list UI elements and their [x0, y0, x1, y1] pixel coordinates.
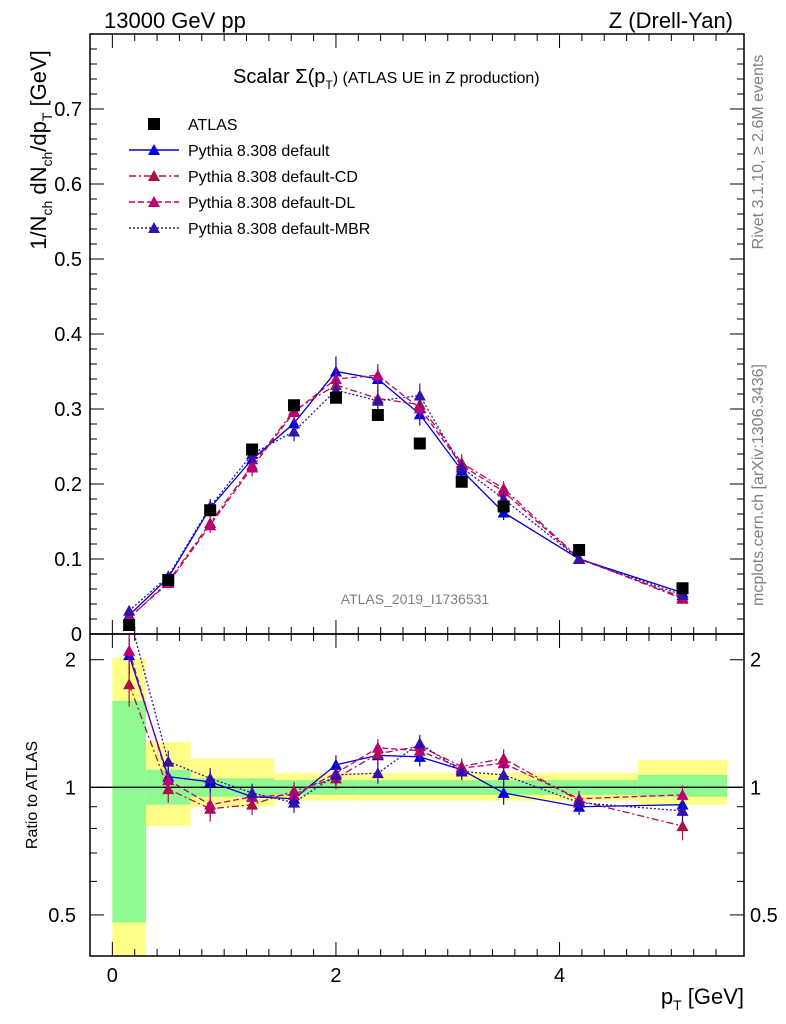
- analysis-watermark: ATLAS_2019_I1736531: [341, 591, 490, 607]
- x-axis-label: pT [GeV]: [661, 984, 744, 1013]
- ratio-series-line: [133, 634, 683, 812]
- ratio-point: [204, 772, 217, 784]
- data-point: [246, 461, 259, 473]
- ratio-y-tick-label: 0.5: [48, 905, 76, 927]
- ratio-panel: 0.5 0.5 1 1 2 2 0 2 4 Ratio to ATLAS pT [GeV]: [24, 633, 778, 1013]
- y-tick-label: 0.7: [54, 99, 82, 121]
- x-tick-label: 0: [107, 965, 118, 987]
- ratio-series-line: [128, 684, 683, 827]
- data-point-atlas: [288, 399, 301, 412]
- ratio-point: [371, 741, 384, 753]
- ratio-y-tick-label-right: 2: [750, 650, 761, 672]
- legend-marker: [148, 118, 160, 130]
- header-right: Z (Drell-Yan): [609, 8, 733, 33]
- ratio-y-tick-label-right: 1: [750, 777, 761, 799]
- legend-marker: [148, 222, 160, 233]
- y-tick-label: 0: [71, 624, 82, 646]
- ratio-point: [413, 737, 426, 749]
- data-point: [497, 485, 510, 497]
- data-point: [573, 553, 586, 564]
- ratio-point: [497, 768, 510, 780]
- y-tick-label: 0.2: [54, 474, 82, 496]
- data-point-atlas: [123, 619, 136, 631]
- series-line: [128, 370, 683, 616]
- series-line: [128, 374, 683, 618]
- data-point-atlas: [455, 475, 468, 488]
- ratio-series-line: [128, 654, 683, 808]
- data-point: [288, 406, 301, 417]
- y-tick-label: 0.4: [54, 324, 82, 346]
- y-tick-label: 0.3: [54, 399, 82, 421]
- legend-label: Pythia 8.308 default-DL: [188, 195, 355, 212]
- ratio-point: [123, 644, 136, 656]
- legend-label: Pythia 8.308 default-MBR: [188, 221, 370, 238]
- data-point: [288, 425, 301, 437]
- data-point-atlas: [497, 500, 510, 513]
- legend-marker: [148, 170, 160, 181]
- data-point: [413, 389, 426, 401]
- data-point-atlas: [371, 409, 384, 421]
- ratio-point: [162, 774, 175, 786]
- data-point-atlas: [573, 544, 586, 556]
- ratio-series-line: [128, 650, 683, 806]
- data-point-atlas: [162, 574, 175, 586]
- mcplots-text: mcplots.cern.ch [arXiv:1306.3436]: [750, 364, 767, 606]
- ratio-point: [329, 768, 342, 780]
- ratio-point: [246, 786, 259, 798]
- ratio-y-tick-label: 2: [65, 650, 76, 672]
- header-left: 13000 GeV pp: [104, 8, 246, 33]
- y-tick-label: 0.5: [54, 249, 82, 271]
- ratio-y-tick-label: 1: [65, 777, 76, 799]
- ratio-point: [162, 755, 175, 767]
- ratio-point: [497, 786, 510, 798]
- data-point: [371, 394, 384, 406]
- data-point: [204, 519, 217, 531]
- y-tick-label: 0.1: [54, 549, 82, 571]
- data-point-atlas: [246, 443, 259, 456]
- series-line: [128, 384, 683, 619]
- main-panel: Scalar Σ(pT) (ATLAS UE in Z production) …: [26, 33, 745, 646]
- ratio-point: [497, 757, 510, 769]
- x-tick-label: 4: [554, 965, 565, 987]
- ratio-point: [288, 796, 301, 808]
- data-point: [676, 589, 689, 600]
- uncertainty-band-stat: [112, 700, 146, 923]
- ratio-point: [371, 767, 384, 779]
- data-point: [371, 369, 384, 381]
- rivet-version-text: Rivet 3.1.10, ≥ 2.6M events: [750, 55, 767, 250]
- data-point-atlas: [204, 504, 217, 517]
- ratio-point: [676, 788, 689, 800]
- data-point: [329, 373, 342, 384]
- ratio-y-tick-label-right: 0.5: [750, 905, 778, 927]
- ratio-point: [204, 798, 217, 810]
- plot-title: Scalar Σ(pT) (ATLAS UE in Z production): [233, 66, 540, 92]
- ratio-point: [676, 804, 689, 816]
- series-line: [128, 389, 683, 612]
- y-tick-label: 0.6: [54, 174, 82, 196]
- data-point-atlas: [413, 437, 426, 450]
- ratio-point: [676, 820, 689, 832]
- ratio-point: [455, 765, 468, 777]
- legend-label: Pythia 8.308 default-CD: [188, 169, 358, 186]
- ratio-frame: [89, 633, 745, 957]
- legend-label: Pythia 8.308 default: [188, 143, 330, 160]
- y-axis-label: 1/Nch dNch/dpT [GeV]: [26, 50, 55, 250]
- data-point-atlas: [329, 391, 342, 404]
- legend-marker: [148, 144, 160, 155]
- data-point: [455, 461, 468, 473]
- ratio-y-axis-label: Ratio to ATLAS: [24, 741, 41, 849]
- ratio-point: [573, 796, 586, 808]
- x-tick-label: 2: [330, 965, 341, 987]
- legend-marker: [148, 196, 160, 207]
- data-point-atlas: [676, 582, 689, 595]
- ratio-point: [123, 678, 136, 690]
- data-point: [413, 402, 426, 414]
- legend-label: ATLAS: [188, 117, 238, 134]
- data-point: [123, 604, 136, 616]
